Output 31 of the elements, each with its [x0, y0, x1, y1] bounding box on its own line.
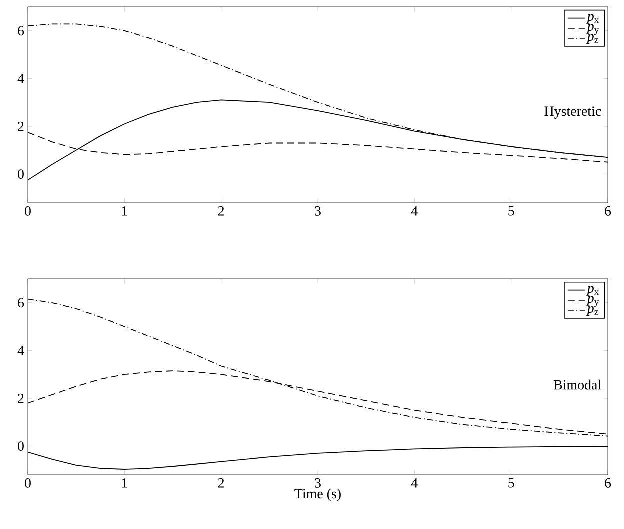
legend-label: p$_{y}$	[586, 296, 600, 308]
x-tick-label: 3	[315, 478, 321, 488]
x-tick-label: 4	[411, 206, 418, 216]
y-tick-label: 0	[18, 442, 24, 452]
y-tick-label: 2	[18, 122, 24, 132]
x-tick-label: 6	[605, 478, 612, 488]
legend-label: p$_{z}$	[586, 34, 598, 44]
x-tick-label: 1	[122, 478, 128, 488]
x-tick-label: 2	[218, 206, 224, 216]
y-tick-label: 0	[18, 170, 24, 180]
x-tick-label: 4	[411, 478, 418, 488]
y-tick-label: 4	[18, 74, 24, 84]
x-tick-label: 0	[25, 206, 31, 216]
x-tick-label: 1	[122, 206, 128, 216]
legend-label: p$_{x}$	[586, 14, 600, 24]
legend-label: p$_{x}$	[586, 286, 600, 296]
y-tick-label: 6	[18, 26, 24, 36]
x-tick-label: 3	[315, 206, 321, 216]
x-tick-label: 0	[25, 478, 31, 488]
x-tick-label: 5	[508, 206, 514, 216]
y-tick-label: 2	[18, 394, 24, 404]
legend-label: p$_{z}$	[586, 306, 598, 316]
annotation: Hysteretic	[544, 106, 602, 119]
y-tick-label: 6	[18, 298, 24, 308]
x-tick-label: 2	[218, 478, 224, 488]
x-tick-label: 6	[605, 206, 612, 216]
x-tick-label: 5	[508, 478, 514, 488]
x-axis-title: Time (s)	[294, 488, 341, 502]
y-tick-label: 4	[18, 346, 24, 356]
annotation: Bimodal	[554, 380, 602, 390]
legend-label: p$_{y}$	[586, 24, 600, 36]
